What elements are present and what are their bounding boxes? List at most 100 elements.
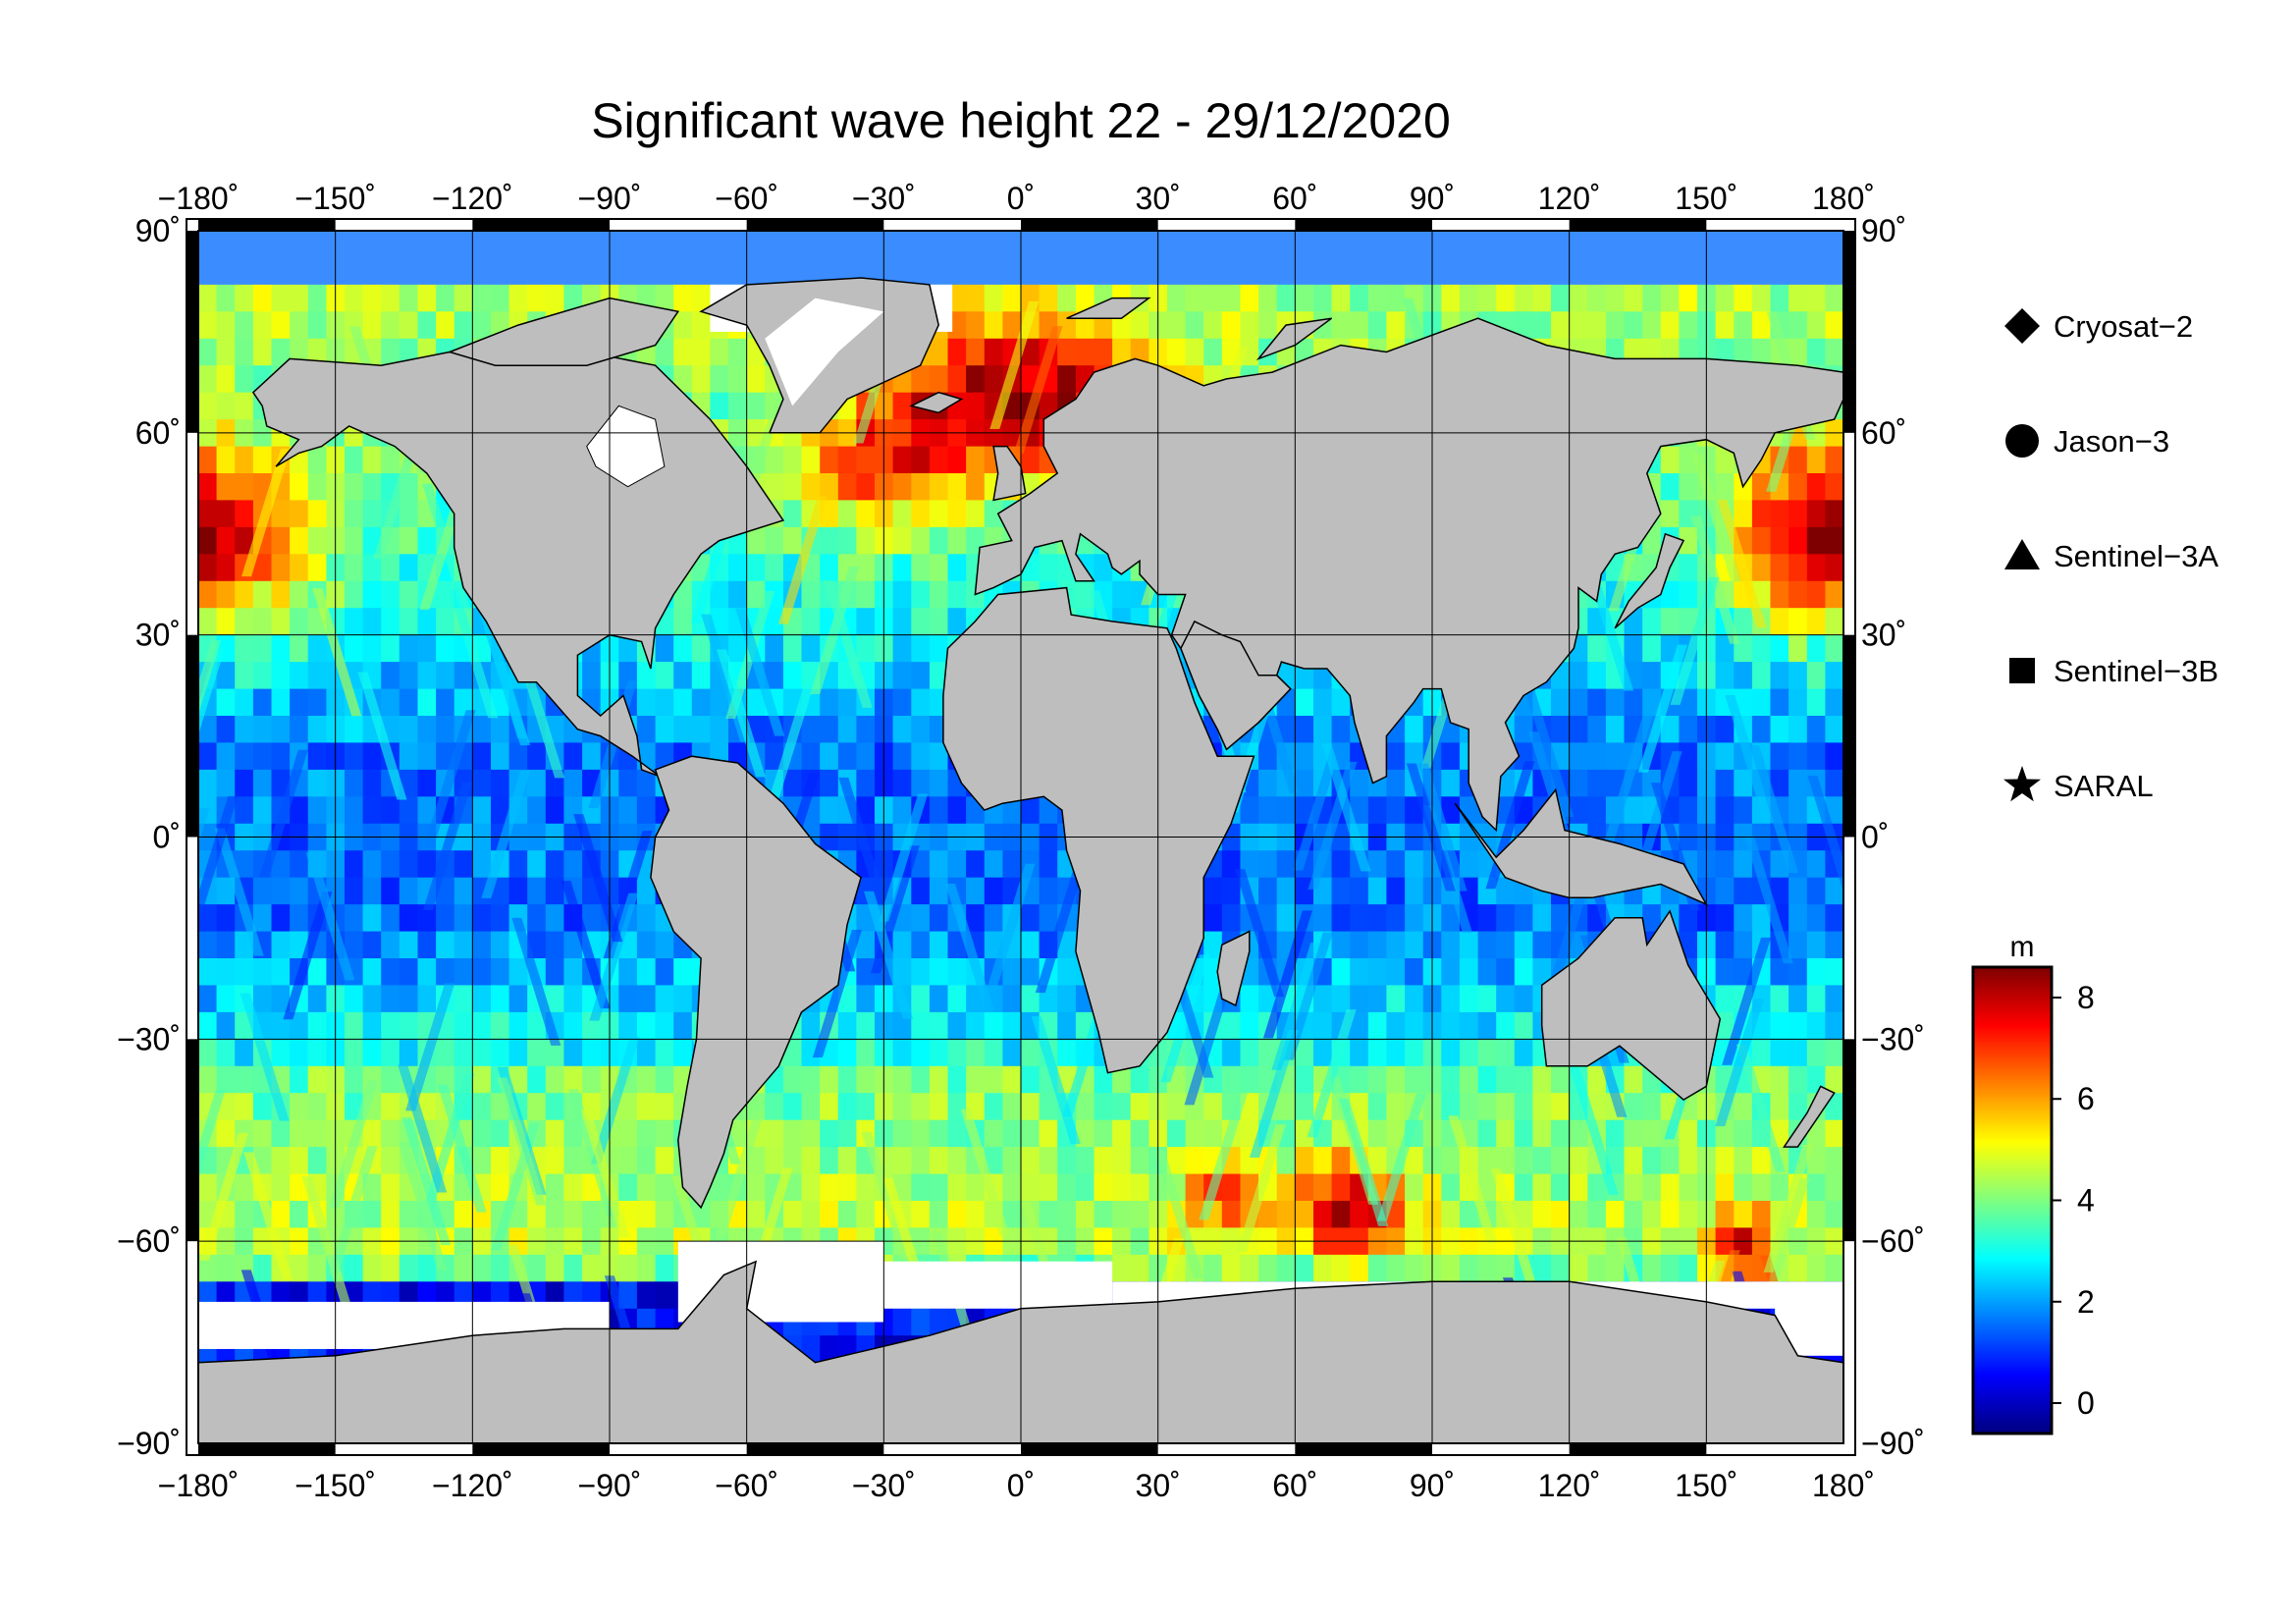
swh-cell (1148, 1065, 1168, 1095)
swh-cell (198, 580, 218, 610)
swh-cell (1660, 1254, 1681, 1283)
swh-cell (1350, 1039, 1369, 1067)
swh-cell (545, 1201, 565, 1229)
swh-cell (307, 311, 328, 340)
swh-cell (1295, 1119, 1314, 1149)
swh-cell (1806, 877, 1827, 906)
swh-cell (746, 688, 767, 717)
x-tick-label-top: −30˚ (852, 181, 916, 216)
swh-cell (636, 662, 657, 690)
swh-cell (929, 580, 949, 610)
swh-cell (1148, 338, 1168, 367)
swh-cell (1825, 1119, 1843, 1149)
swh-cell (856, 608, 876, 636)
swh-cell (527, 1093, 547, 1121)
swh-cell (271, 716, 292, 744)
swh-cell (454, 1201, 474, 1229)
swh-cell (1605, 284, 1626, 313)
swh-cell (1514, 958, 1534, 987)
swh-cell (837, 446, 858, 474)
swh-cell (1313, 1039, 1333, 1067)
swh-cell (252, 1254, 273, 1283)
swh-cell (1295, 1201, 1314, 1229)
swh-cell (1276, 904, 1297, 933)
swh-cell (362, 985, 383, 1013)
swh-cell (1679, 446, 1698, 474)
swh-cell (1405, 985, 1424, 1013)
swh-cell (801, 1093, 822, 1121)
swh-cell (1751, 338, 1772, 367)
swh-cell (417, 796, 438, 825)
swh-track-segment (1722, 937, 1772, 1065)
swh-cell (911, 985, 931, 1013)
swh-cell (1770, 500, 1790, 528)
frame-bar (198, 219, 336, 231)
swh-cell (216, 1011, 237, 1041)
x-tick-label-bottom: 180˚ (1812, 1468, 1875, 1503)
swh-cell (1789, 958, 1808, 987)
swh-cell (1569, 662, 1589, 690)
swh-cell (966, 311, 986, 340)
swh-cell (1148, 1119, 1168, 1149)
graticule (198, 231, 1843, 1443)
swh-cell (271, 850, 292, 879)
swh-cell (1057, 931, 1077, 959)
swh-cell (673, 284, 693, 313)
swh-cell (1624, 1065, 1644, 1095)
swh-cell (1806, 931, 1827, 959)
swh-cell (984, 1065, 1004, 1095)
swh-cell (1331, 716, 1352, 744)
swh-cell (1405, 1254, 1424, 1283)
swh-cell (198, 473, 218, 502)
swh-cell (1313, 1254, 1333, 1283)
swh-cell (216, 985, 237, 1013)
swh-track-segment (812, 929, 862, 1057)
swh-cell (216, 284, 237, 313)
swh-cell (271, 580, 292, 610)
swh-cell (1825, 446, 1843, 474)
swh-cell (765, 634, 784, 664)
swh-cell (1496, 1011, 1516, 1041)
swh-cell (381, 1201, 400, 1229)
swh-cell (636, 877, 657, 906)
swh-track-segment (838, 777, 888, 905)
swh-cell (1331, 850, 1352, 879)
swh-cell (582, 904, 602, 933)
swh-cell (307, 284, 328, 313)
swh-cell (1203, 338, 1223, 367)
swh-cell (381, 985, 400, 1013)
swh-cell (271, 931, 292, 959)
swh-cell (655, 1201, 675, 1229)
satellite-legend: Cryosat−2Jason−3Sentinel−3ASentinel−3BSA… (2003, 308, 2218, 803)
swh-cell (1367, 985, 1388, 1013)
swh-cell (856, 1039, 876, 1067)
swh-cell (1496, 1039, 1516, 1067)
swh-cell (1002, 958, 1022, 987)
swh-cell (1770, 608, 1790, 636)
swh-cell (1679, 554, 1698, 582)
swh-cell (1002, 850, 1022, 879)
swh-cell (307, 742, 328, 771)
swh-track-segment (1035, 865, 1085, 994)
swh-cell (198, 365, 218, 394)
x-tick-label-top: 90˚ (1410, 181, 1455, 216)
swh-cell (345, 985, 364, 1013)
swh-cell (1386, 1065, 1406, 1095)
swh-cell (1039, 1147, 1059, 1175)
swh-cell (655, 1119, 675, 1149)
swh-cell (1770, 877, 1790, 906)
swh-cell (1532, 931, 1552, 959)
swh-cell (271, 284, 292, 313)
swh-cell (345, 1039, 364, 1067)
swh-cell (1789, 1065, 1808, 1095)
swh-cell (856, 985, 876, 1013)
swh-cell (1734, 796, 1753, 825)
swh-cell (765, 446, 784, 474)
swh-cell (1825, 1254, 1843, 1283)
swh-cell (1551, 1173, 1571, 1202)
swh-cell (1624, 1201, 1644, 1229)
swh-cell (290, 580, 309, 610)
swh-cell (1405, 1039, 1424, 1067)
swh-cell (417, 688, 438, 717)
swh-cell (1806, 526, 1827, 556)
